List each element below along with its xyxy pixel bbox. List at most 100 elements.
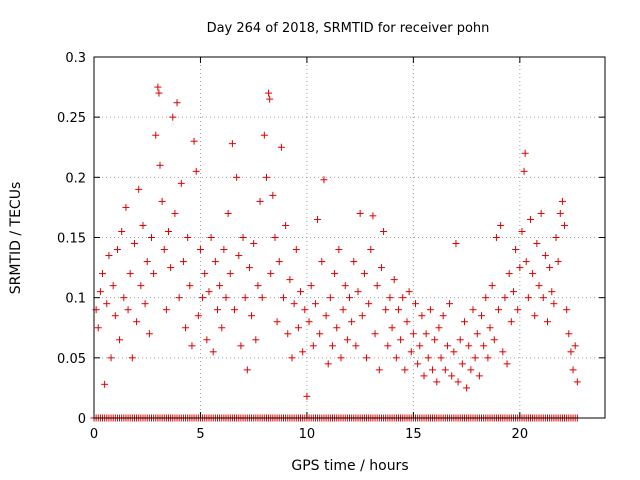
data-point (237, 342, 245, 350)
data-point (126, 270, 134, 278)
data-point (177, 179, 185, 187)
axis-ticks: 0 5 10 15 20 0 0.05 0.1 0.15 0.2 0.25 0.3 (57, 51, 605, 442)
data-point (392, 354, 400, 362)
data-point (439, 312, 447, 320)
data-point (218, 324, 226, 332)
data-point (486, 324, 494, 332)
x-tick-label: 10 (299, 427, 316, 442)
data-point (339, 306, 347, 314)
data-point (501, 294, 509, 302)
data-point (537, 209, 545, 217)
x-tick-label: 15 (405, 427, 422, 442)
data-point (226, 270, 234, 278)
data-point (533, 240, 541, 248)
data-point (369, 212, 377, 220)
data-point (324, 360, 332, 368)
data-point (471, 354, 479, 362)
data-point (124, 306, 132, 314)
data-point (520, 167, 528, 175)
data-point (569, 366, 577, 374)
data-point (561, 221, 569, 229)
data-point (426, 306, 434, 314)
data-point (158, 197, 166, 205)
data-point (199, 294, 207, 302)
data-point (260, 131, 268, 139)
data-point (558, 197, 566, 205)
data-point (231, 306, 239, 314)
data-point (94, 324, 102, 332)
data-point (492, 234, 500, 241)
data-point (473, 330, 481, 338)
data-point (279, 294, 287, 302)
data-point (377, 264, 385, 272)
data-point (460, 318, 468, 326)
data-point (290, 300, 298, 308)
data-point (209, 348, 217, 356)
data-point (190, 137, 198, 145)
data-point (267, 270, 275, 278)
y-tick-label: 0.25 (57, 111, 86, 126)
data-point (152, 131, 160, 139)
data-point (433, 378, 441, 386)
data-point (245, 264, 253, 272)
data-point (150, 270, 158, 278)
data-point (360, 270, 368, 278)
data-point (241, 294, 249, 302)
data-point (505, 270, 513, 278)
data-point (343, 336, 351, 344)
data-point (169, 113, 177, 121)
data-point (467, 366, 475, 374)
data-point (269, 191, 277, 199)
data-point (271, 234, 279, 241)
data-point (294, 324, 302, 332)
data-point (182, 324, 190, 332)
data-point (482, 294, 490, 302)
data-point (529, 270, 537, 278)
data-point (171, 209, 179, 217)
data-point (371, 330, 379, 338)
y-tick-label: 0.05 (57, 352, 86, 367)
data-point (535, 282, 543, 290)
data-point (273, 318, 281, 326)
data-point (305, 318, 313, 326)
data-point (326, 294, 334, 302)
x-tick-label: 20 (512, 427, 529, 442)
data-point (509, 288, 517, 296)
data-point (388, 324, 396, 332)
data-point (111, 312, 119, 320)
data-point (386, 294, 394, 302)
data-point (546, 264, 554, 272)
data-point (526, 215, 534, 223)
data-point (456, 336, 464, 344)
data-point (96, 288, 104, 296)
data-point (503, 360, 511, 368)
data-point (113, 246, 121, 254)
data-point (475, 372, 483, 380)
data-point (154, 83, 162, 91)
data-point (207, 234, 215, 241)
data-point (288, 354, 296, 362)
data-point (120, 294, 128, 302)
data-point (484, 354, 492, 362)
data-point (422, 330, 430, 338)
data-point (194, 312, 202, 320)
data-point (248, 312, 256, 320)
data-point (469, 306, 477, 314)
data-point (109, 282, 117, 290)
data-point (490, 336, 498, 344)
data-point (548, 288, 556, 296)
data-point (155, 89, 163, 97)
data-point (192, 167, 200, 175)
data-point (107, 354, 115, 362)
data-point (297, 288, 305, 296)
data-point (307, 282, 315, 290)
data-point (380, 227, 388, 235)
data-point (137, 282, 145, 290)
data-point (556, 209, 564, 217)
data-point (337, 354, 345, 362)
y-tick-label: 0.3 (65, 51, 86, 66)
data-point (314, 215, 322, 223)
data-point (201, 270, 209, 278)
data-point (265, 89, 273, 97)
data-point (335, 246, 343, 254)
